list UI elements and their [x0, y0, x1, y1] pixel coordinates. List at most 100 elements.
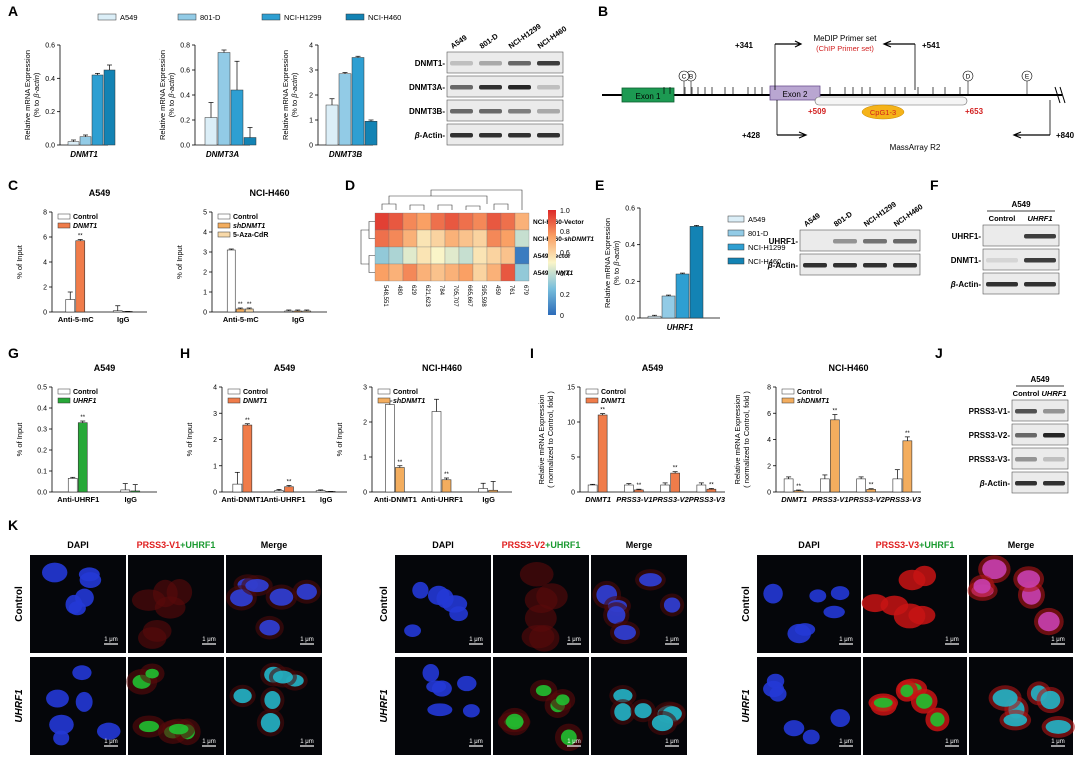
- amplicon-arrow: [1012, 131, 1050, 139]
- nucleus-merged: [269, 588, 294, 606]
- significance-mark: **: [673, 466, 678, 472]
- legend-label: DNMT1: [601, 398, 625, 405]
- blot-strip: [446, 99, 564, 122]
- nucleus: [79, 572, 102, 589]
- cell-signal: [152, 579, 178, 608]
- heatmap-cell: [402, 229, 418, 248]
- heatmap-cell: [388, 246, 404, 265]
- y-tick-label: 0.6: [180, 68, 190, 75]
- cell-signal: [913, 565, 937, 587]
- blot-row-label: DNMT3A-: [409, 83, 445, 92]
- heatmap-cell: [472, 246, 488, 265]
- y-axis-label: Relative mRNA Expression: [733, 394, 742, 484]
- heatmap-row-label: NCI-H460-shDNMT1: [533, 236, 594, 243]
- blot-row-label: β-Actin-: [950, 280, 982, 289]
- position-label: +653: [965, 107, 984, 116]
- bar-shdnmt1: [793, 490, 804, 493]
- legend-label: shDNMT1: [233, 223, 265, 230]
- nucleus-merged: [982, 559, 1007, 580]
- scale-bar-label: 1 μm: [945, 739, 958, 745]
- significance-mark: **: [905, 431, 910, 437]
- y-tick-label: 15: [567, 385, 575, 392]
- legend-label: DNMT1: [73, 223, 97, 230]
- y-tick-label: 3: [309, 68, 313, 75]
- legend-swatch: [377, 388, 391, 395]
- legend-label: Control: [73, 389, 98, 396]
- nucleus: [49, 714, 74, 735]
- bar-control: [67, 478, 78, 493]
- bar-801-d: [338, 73, 352, 146]
- blot-band: [508, 109, 531, 114]
- blot-row-label: DNMT1-: [951, 256, 982, 265]
- blot-band: [450, 133, 473, 138]
- nucleus-merged: [973, 578, 991, 594]
- exon-1-box: [621, 87, 675, 103]
- y-axis-label: % of Input: [185, 422, 194, 457]
- panel-letter-j: J: [935, 345, 943, 361]
- legend-swatch: [377, 397, 391, 404]
- blot-lane-label: A549: [449, 33, 469, 51]
- nucleus-uhrf1: [139, 720, 159, 733]
- y-tick-label: 0.4: [45, 76, 55, 83]
- x-axis-label: DNMT3B: [329, 150, 363, 159]
- legend-label: Control: [601, 389, 626, 396]
- panel-letter-i: I: [530, 345, 534, 361]
- legend-label: Control: [73, 214, 98, 221]
- bar-801-d: [79, 136, 92, 146]
- blot-row-label: DNMT1-: [415, 59, 446, 68]
- x-tick-label: Anti-5-mC: [223, 315, 259, 324]
- cell-signal: [529, 624, 560, 652]
- y-tick-label: 0.3: [37, 427, 47, 434]
- blot-band: [1043, 433, 1065, 438]
- blot-band: [479, 133, 502, 138]
- y-tick-label: 3: [203, 250, 207, 257]
- y-tick-label: 0: [43, 310, 47, 317]
- y-tick-label: 3: [363, 385, 367, 392]
- nucleus-uhrf1: [505, 713, 524, 730]
- x-tick-label: IgG: [292, 315, 305, 324]
- nucleus-merged: [1045, 719, 1071, 734]
- panel-letter-f: F: [930, 177, 939, 193]
- bar-control: [783, 478, 794, 493]
- nucleus-merged: [259, 619, 280, 636]
- y-axis-label: % of Input: [15, 422, 24, 457]
- blot-strip: [446, 75, 564, 98]
- legend-swatch: [227, 397, 241, 404]
- heatmap-cell: [430, 212, 446, 231]
- cell-signal: [524, 587, 558, 613]
- heatmap-cell: [388, 229, 404, 248]
- nucleus: [75, 691, 93, 712]
- blot-lane-label: A549: [802, 211, 822, 229]
- y-tick-label: 0: [571, 490, 575, 497]
- scale-bar-label: 1 μm: [104, 739, 117, 745]
- significance-mark: **: [796, 484, 801, 490]
- x-tick-label: Anti-5-mC: [58, 315, 94, 324]
- heatmap-cell: [444, 212, 460, 231]
- scale-bar-label: 1 μm: [567, 637, 580, 643]
- nucleus-uhrf1: [873, 697, 893, 708]
- site-circle: [678, 70, 690, 82]
- x-tick-label: PRSS3-V1: [812, 495, 848, 504]
- bar-shdnmt1: [235, 308, 245, 313]
- primer-title: MeDIP Primer set: [814, 34, 878, 43]
- blot-row-label: DNMT3B-: [409, 107, 445, 116]
- bar-shdnmt1: [395, 467, 405, 493]
- primer-arrow: [775, 40, 803, 48]
- blot-band: [893, 239, 917, 244]
- bar-dnmt1: [75, 240, 86, 313]
- legend-swatch: [57, 222, 71, 229]
- significance-mark: **: [247, 302, 252, 308]
- bar-dnmt1: [597, 414, 608, 493]
- blot-strip: [446, 123, 564, 146]
- dendrogram-branch: [465, 205, 481, 210]
- bar-nci-h460: [364, 121, 378, 146]
- blot-strip: [982, 224, 1060, 247]
- heatmap-cell: [514, 212, 530, 231]
- heatmap-col-label: 665,667: [466, 285, 472, 307]
- dendrogram-branch: [368, 221, 375, 239]
- legend-label: A549: [120, 13, 138, 22]
- bar-nci-h1299: [230, 89, 244, 146]
- chart-title: NCI-H460: [249, 188, 289, 198]
- y-tick-label: 0: [203, 310, 207, 317]
- significance-mark: **: [600, 408, 605, 414]
